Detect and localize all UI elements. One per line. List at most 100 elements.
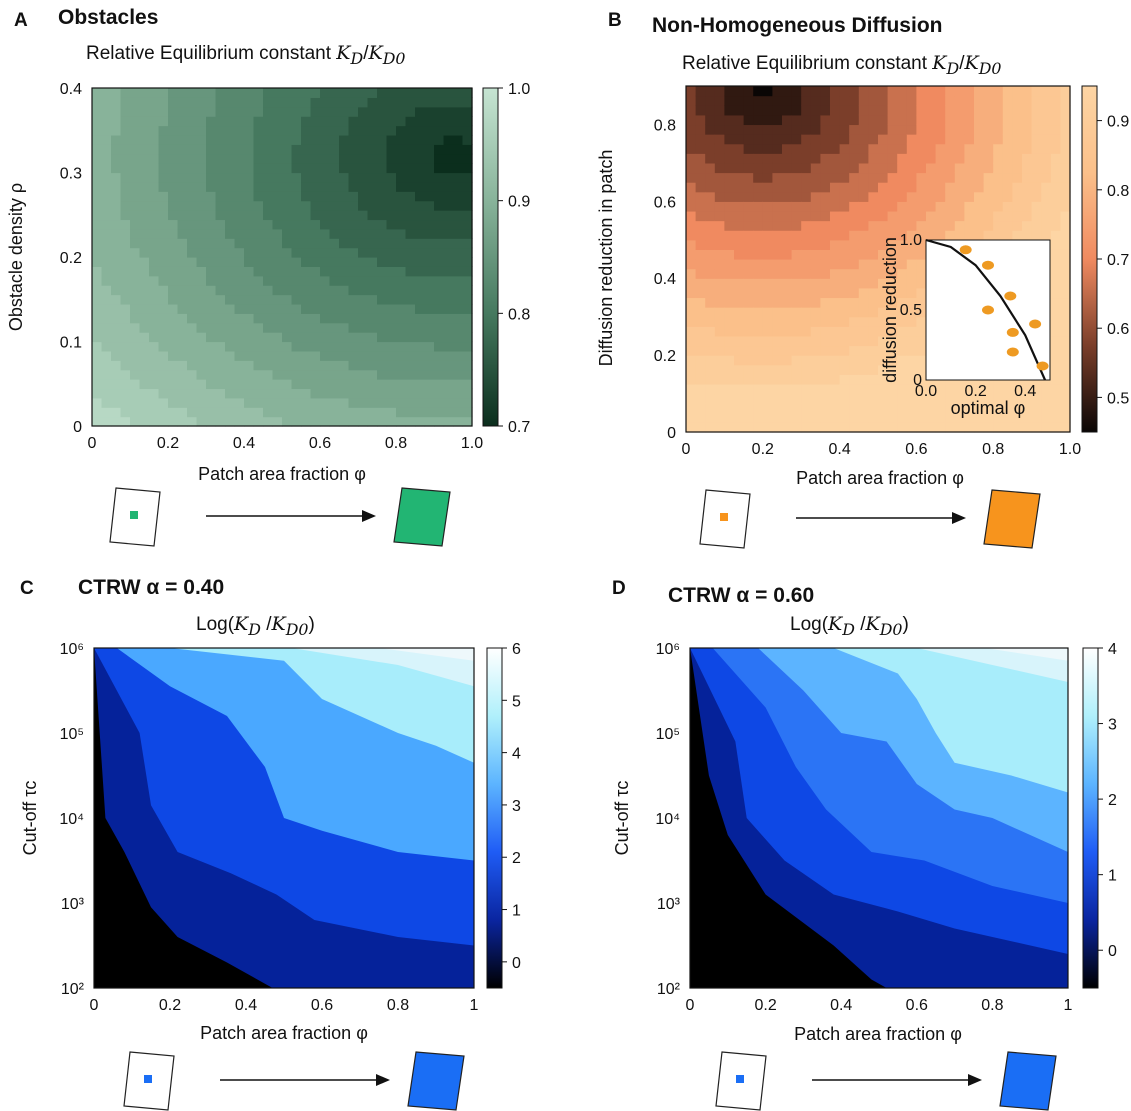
heatmap-cell-a xyxy=(377,134,388,145)
heatmap-cell-a xyxy=(320,153,331,164)
heatmap-cell-b xyxy=(791,364,802,375)
heatmap-cell-b xyxy=(791,153,802,164)
heatmap-cell-a xyxy=(462,116,473,127)
heatmap-cell-a xyxy=(415,341,426,352)
heatmap-cell-b xyxy=(878,153,889,164)
heatmap-cell-b xyxy=(791,374,802,385)
heatmap-cell-a xyxy=(386,285,397,296)
heatmap-cell-a xyxy=(386,379,397,390)
heatmap-cell-a xyxy=(462,397,473,408)
heatmap-cell-a xyxy=(291,313,302,324)
heatmap-cell-b xyxy=(839,172,850,183)
heatmap-cell-b xyxy=(810,393,821,404)
heatmap-cell-b xyxy=(830,162,841,174)
heatmap-cell-a xyxy=(453,181,464,192)
heatmap-cell-a xyxy=(120,379,131,390)
heatmap-cell-a xyxy=(453,322,464,333)
heatmap-cell-a xyxy=(158,257,169,267)
heatmap-cell-a xyxy=(139,153,150,164)
heatmap-cell-b xyxy=(878,393,889,404)
heatmap-cell-a xyxy=(206,407,217,418)
heatmap-cell-b xyxy=(945,230,956,241)
heatmap-cell-a xyxy=(253,322,264,333)
heatmap-cell-a xyxy=(358,163,369,174)
heatmap-cell-a xyxy=(177,116,188,127)
heatmap-cell-a xyxy=(396,163,407,174)
heatmap-cell-a xyxy=(177,134,188,145)
heatmap-cell-b xyxy=(1060,297,1071,308)
heatmap-cell-b xyxy=(734,412,745,423)
heatmap-cell-a xyxy=(177,125,188,136)
heatmap-cell-a xyxy=(111,341,122,352)
heatmap-cell-a xyxy=(396,238,407,249)
heatmap-cell-b xyxy=(714,316,725,327)
heatmap-cell-a xyxy=(348,200,359,211)
heatmap-cell-b xyxy=(916,364,927,375)
heatmap-cell-a xyxy=(329,322,340,333)
heatmap-cell-a xyxy=(234,303,245,314)
heatmap-cell-a xyxy=(187,134,198,145)
heatmap-cell-b xyxy=(897,268,908,279)
heatmap-cell-a xyxy=(206,275,217,286)
heatmap-cell-a xyxy=(263,294,274,305)
heatmap-cell-a xyxy=(386,341,397,352)
heatmap-cell-b xyxy=(849,124,860,135)
heatmap-cell-a xyxy=(386,191,397,202)
heatmap-cell-a xyxy=(320,322,331,333)
heatmap-cell-b xyxy=(801,355,812,366)
heatmap-cell-a xyxy=(244,350,255,361)
heatmap-cell-a xyxy=(329,360,340,371)
heatmap-cell-a xyxy=(120,341,131,352)
heatmap-cell-a xyxy=(263,360,274,371)
heatmap-cell-b xyxy=(686,114,697,126)
heatmap-cell-b xyxy=(906,278,917,289)
heatmap-cell-a xyxy=(348,88,359,98)
inset-point-b xyxy=(1006,327,1019,337)
heatmap-cell-b xyxy=(916,355,927,366)
heatmap-cell-b xyxy=(772,86,783,97)
heatmap-cell-b xyxy=(839,422,850,433)
heatmap-cell-b xyxy=(724,287,735,299)
colorbar-tick-label-c: 5 xyxy=(512,693,521,710)
heatmap-cell-b xyxy=(878,383,889,395)
heatmap-cell-a xyxy=(253,172,264,183)
heatmap-cell-b xyxy=(916,172,927,183)
heatmap-cell-a xyxy=(424,350,435,361)
heatmap-cell-a xyxy=(367,153,378,164)
heatmap-cell-b xyxy=(993,134,1004,145)
heatmap-cell-b xyxy=(897,124,908,135)
heatmap-cell-a xyxy=(301,134,312,145)
heatmap-cell-a xyxy=(320,219,331,230)
heatmap-cell-b xyxy=(935,86,946,97)
heatmap-cell-b xyxy=(849,239,860,250)
heatmap-cell-b xyxy=(849,345,860,356)
heatmap-cell-b xyxy=(868,374,879,385)
heatmap-cell-b xyxy=(810,297,821,308)
heatmap-cell-a xyxy=(244,88,255,98)
heatmap-cell-b xyxy=(906,134,917,145)
heatmap-cell-a xyxy=(130,116,141,127)
heatmap-cell-a xyxy=(149,275,160,286)
heatmap-cell-b xyxy=(935,182,946,193)
y-tick-label-a: 0.2 xyxy=(60,250,82,267)
heatmap-cell-b xyxy=(743,86,754,97)
heatmap-cell-b xyxy=(849,383,860,395)
heatmap-cell-a xyxy=(320,416,331,427)
heatmap-cell-a xyxy=(92,191,103,202)
heatmap-cell-b xyxy=(897,364,908,375)
heatmap-cell-b xyxy=(801,249,812,260)
heatmap-cell-a xyxy=(215,247,226,258)
heatmap-cell-a xyxy=(130,247,141,258)
heatmap-cell-b xyxy=(820,172,831,183)
heatmap-cell-b xyxy=(820,259,831,270)
colorbar-tick-label-a: 0.7 xyxy=(508,419,530,436)
heatmap-cell-b xyxy=(1060,182,1071,193)
heatmap-cell-b xyxy=(801,86,812,97)
heatmap-cell-b xyxy=(878,259,889,270)
heatmap-cell-b xyxy=(686,278,697,289)
heatmap-cell-a xyxy=(358,350,369,361)
heatmap-cell-b xyxy=(762,364,773,375)
heatmap-cell-b xyxy=(782,326,793,337)
